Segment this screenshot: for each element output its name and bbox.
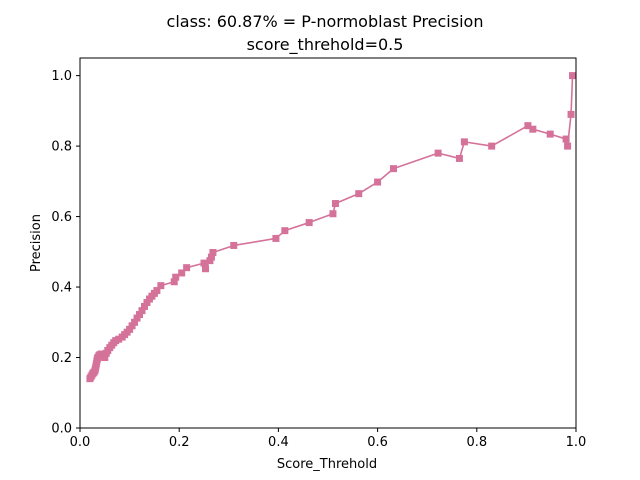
data-point-marker: [209, 249, 217, 257]
data-point-marker: [460, 138, 468, 146]
data-point-marker: [546, 130, 554, 138]
data-point-marker: [281, 227, 289, 235]
data-point-marker: [230, 241, 238, 249]
chart-subtitle: score_threhold=0.5: [247, 35, 404, 55]
data-point-marker: [272, 234, 280, 242]
data-point-marker: [138, 307, 146, 315]
axes-frame: [79, 57, 577, 429]
data-point-marker: [567, 110, 575, 118]
x-axis-label: Score_Threhold: [277, 457, 377, 472]
data-point-marker: [183, 264, 191, 272]
x-tick-label: 0.6: [367, 435, 388, 450]
data-point-marker: [201, 265, 209, 273]
data-point-marker: [488, 142, 496, 150]
y-tick-label: 0.0: [51, 422, 72, 437]
data-point-marker: [564, 142, 572, 150]
data-point-marker: [136, 311, 144, 319]
y-axis-label: Precision: [29, 214, 44, 272]
data-point-marker: [562, 135, 570, 143]
data-point-marker: [126, 325, 134, 333]
data-point-marker: [131, 318, 139, 326]
data-point-marker: [157, 282, 165, 290]
data-point-marker: [128, 322, 136, 330]
x-tick-label: 0.8: [466, 435, 487, 450]
data-point-marker: [374, 178, 382, 186]
x-tick-label: 1.0: [566, 435, 587, 450]
data-point-marker: [206, 257, 214, 265]
data-point-marker: [170, 278, 178, 286]
data-point-marker: [569, 72, 577, 80]
data-point-marker: [529, 125, 537, 133]
data-point-marker: [305, 219, 313, 227]
data-point-marker: [524, 122, 532, 130]
data-point-marker: [207, 253, 215, 261]
x-tick-label: 0.4: [268, 435, 289, 450]
plot-area: [86, 72, 577, 383]
data-point-marker: [455, 154, 463, 162]
data-point-marker: [101, 354, 109, 362]
x-tick-label: 0.0: [70, 435, 91, 450]
x-tick-label: 0.2: [169, 435, 190, 450]
data-point-marker: [329, 210, 337, 218]
data-point-marker: [172, 273, 180, 281]
y-tick-label: 0.8: [51, 140, 72, 155]
data-point-marker: [143, 299, 151, 307]
data-point-marker: [389, 165, 397, 173]
y-tick-label: 0.6: [51, 210, 72, 225]
data-point-marker: [178, 269, 186, 277]
data-point-marker: [355, 190, 363, 198]
data-point-marker: [140, 302, 148, 310]
data-point-marker: [133, 314, 141, 322]
chart-title: class: 60.87% = P-normoblast Precision: [167, 12, 484, 31]
data-point-marker: [434, 149, 442, 157]
data-point-marker: [331, 200, 339, 208]
data-point-marker: [200, 259, 208, 267]
y-tick-label: 1.0: [51, 69, 72, 84]
y-tick-label: 0.2: [51, 351, 72, 366]
axes: 0.0 0.2 0.4 0.6 0.8 1.0 0.0 0.2 0.4 0.6 0.8 1.0: [51, 57, 587, 450]
y-tick-label: 0.4: [51, 281, 72, 296]
data-point-marker: [153, 287, 161, 295]
